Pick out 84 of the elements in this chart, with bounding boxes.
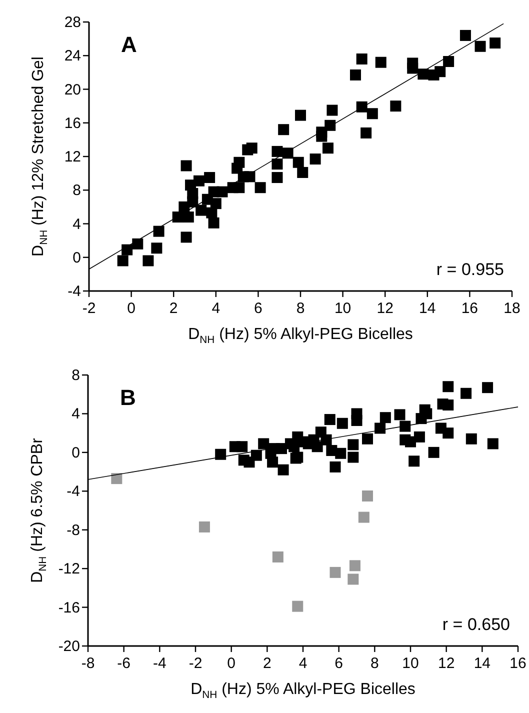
y-tick-label: 28 — [64, 14, 81, 31]
point — [111, 473, 122, 484]
point — [330, 566, 341, 578]
x-tick-label: 14 — [419, 300, 436, 317]
point — [348, 452, 359, 463]
point — [408, 456, 420, 467]
x-tick-label: 12 — [438, 655, 455, 672]
point — [215, 448, 226, 460]
x-axis-title: D$_{NH}$ (Hz) 5% Alkyl-PEG Bicelles — [190, 681, 416, 700]
y-tick-label: -4 — [68, 283, 81, 300]
point — [466, 433, 477, 444]
x-tick-label: 2 — [262, 655, 272, 672]
point — [460, 388, 472, 399]
y-tick-label: -16 — [58, 599, 80, 616]
y-tick-label: 8 — [72, 367, 80, 384]
point — [487, 438, 498, 450]
point — [405, 436, 416, 448]
x-tick-label: -2 — [188, 655, 202, 672]
point — [414, 431, 425, 442]
point — [442, 381, 454, 392]
y-tick-label: 24 — [64, 48, 81, 65]
point — [442, 400, 454, 411]
y-tick-label: -20 — [58, 638, 80, 655]
annotation: A — [121, 32, 137, 57]
x-tick-label: 14 — [474, 655, 491, 672]
y-tick-label: 0 — [72, 444, 80, 462]
y-tick-label: -4 — [66, 483, 80, 500]
point — [278, 464, 289, 476]
x-tick-label: 18 — [504, 300, 520, 317]
x-tick-label: 8 — [296, 300, 305, 317]
y-tick-label: 4 — [72, 216, 81, 233]
annotation: r = 0.955 — [436, 260, 504, 279]
x-tick-label: 12 — [376, 300, 394, 317]
x-tick-label: -2 — [82, 300, 96, 317]
x-tick-label: 10 — [334, 300, 352, 317]
point — [482, 382, 494, 394]
point — [330, 461, 341, 472]
x-tick-label: 8 — [370, 655, 379, 672]
point — [362, 490, 373, 502]
x-tick-label: 0 — [227, 655, 236, 672]
annotation: B — [120, 385, 136, 410]
point — [374, 422, 386, 434]
point — [442, 428, 454, 439]
point — [272, 551, 284, 562]
point — [428, 446, 440, 458]
point — [400, 420, 411, 432]
point — [198, 521, 210, 532]
y-tick-label: -12 — [58, 560, 80, 578]
point — [394, 409, 406, 420]
x-tick-label: 4 — [212, 300, 220, 317]
x-tick-label: 4 — [298, 655, 308, 672]
point — [258, 438, 270, 450]
x-tick-label: 16 — [461, 300, 478, 317]
point — [236, 441, 248, 452]
point — [326, 444, 338, 456]
y-tick-label: 12 — [64, 148, 81, 166]
x-tick-label: 2 — [169, 300, 178, 317]
x-tick-label: 6 — [254, 300, 262, 317]
point — [292, 600, 304, 612]
y-tick-label: -8 — [66, 522, 80, 539]
point — [380, 412, 391, 424]
point — [267, 456, 278, 468]
x-tick-label: -4 — [152, 655, 166, 672]
x-axis-title: D$_{NH}$ (Hz) 5% Alkyl-PEG Bicelles — [188, 326, 413, 346]
y-tick-label: 4 — [72, 406, 80, 423]
point — [351, 414, 362, 426]
point — [348, 439, 359, 450]
x-tick-label: 6 — [334, 655, 344, 672]
y-tick-label: 0 — [72, 249, 81, 266]
point — [362, 433, 373, 444]
point — [358, 512, 370, 523]
x-tick-label: 10 — [402, 655, 419, 672]
x-tick-label: 16 — [510, 655, 526, 672]
y-tick-label: 8 — [72, 182, 81, 200]
x-tick-label: 0 — [127, 300, 136, 317]
point — [336, 418, 348, 429]
point — [349, 560, 360, 572]
x-tick-label: -6 — [117, 655, 131, 672]
point — [250, 450, 262, 461]
y-tick-label: 16 — [64, 114, 81, 132]
y-tick-label: 20 — [64, 81, 81, 98]
point — [324, 414, 336, 426]
point — [348, 574, 359, 585]
annotation: r = 0.650 — [442, 615, 510, 634]
